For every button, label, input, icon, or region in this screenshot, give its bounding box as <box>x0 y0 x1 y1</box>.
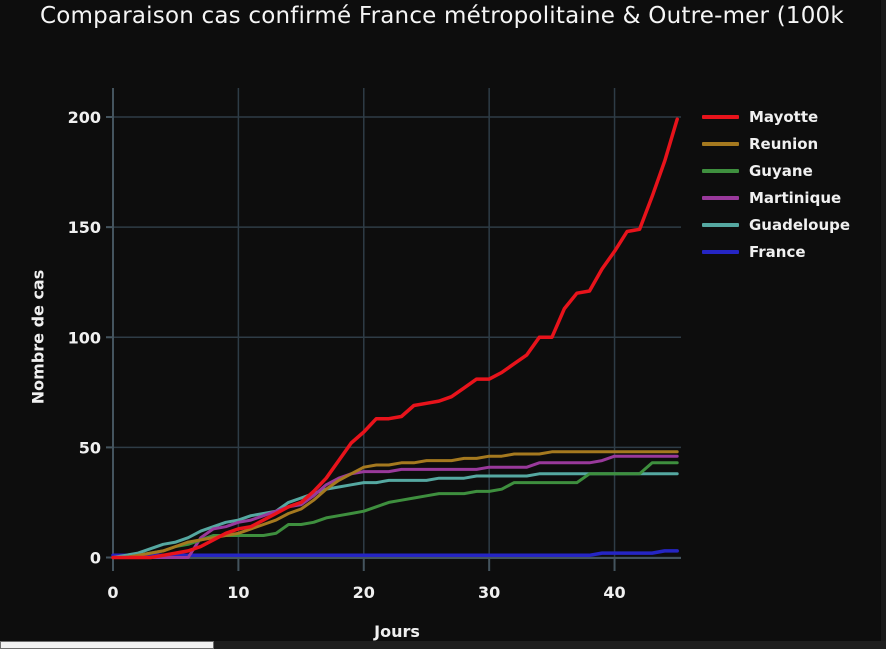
legend-label: Guyane <box>749 161 813 180</box>
legend-item-guyane: Guyane <box>702 157 850 184</box>
legend-label: Mayotte <box>749 107 819 126</box>
horizontal-scrollbar-track[interactable] <box>0 641 886 649</box>
x-tick-label: 10 <box>227 583 249 602</box>
x-tick-label: 30 <box>478 583 500 602</box>
series-line-martinique <box>111 454 679 559</box>
y-tick-label: 150 <box>68 218 101 237</box>
chart-title: Comparaison cas confirmé France métropol… <box>40 3 844 29</box>
legend-item-france: France <box>702 238 850 265</box>
legend-item-mayotte: Mayotte <box>702 103 850 130</box>
y-axis-label: Nombre de cas <box>28 269 48 405</box>
legend-swatch-mayotte <box>702 114 739 119</box>
legend-swatch-guyane <box>702 168 739 173</box>
series-line-france <box>111 549 679 558</box>
series-line-guadeloupe <box>111 472 679 559</box>
legend: Mayotte Reunion Guyane Martinique Guadeloupe… <box>702 103 850 265</box>
legend-swatch-france <box>702 249 739 254</box>
legend-swatch-reunion <box>702 141 739 146</box>
legend-swatch-guadeloupe <box>702 222 739 227</box>
legend-label: France <box>749 242 806 261</box>
horizontal-scrollbar-thumb[interactable] <box>0 641 214 649</box>
legend-item-guadeloupe: Guadeloupe <box>702 211 850 238</box>
legend-label: Martinique <box>749 188 842 207</box>
series-line-reunion <box>111 450 679 559</box>
x-tick-label: 0 <box>107 583 118 602</box>
x-tick-label: 40 <box>603 583 625 602</box>
y-tick-label: 50 <box>79 438 101 457</box>
y-tick-label: 200 <box>68 108 101 127</box>
legend-swatch-martinique <box>702 195 739 200</box>
legend-label: Reunion <box>749 134 819 153</box>
series-line-mayotte <box>111 117 679 560</box>
x-axis-label: Jours <box>374 622 420 641</box>
x-tick-label: 20 <box>353 583 375 602</box>
legend-item-martinique: Martinique <box>702 184 850 211</box>
legend-item-reunion: Reunion <box>702 130 850 157</box>
legend-label: Guadeloupe <box>749 215 851 234</box>
y-tick-label: 0 <box>90 549 101 568</box>
y-tick-label: 100 <box>68 328 101 347</box>
vertical-scrollbar-track[interactable] <box>881 0 886 649</box>
